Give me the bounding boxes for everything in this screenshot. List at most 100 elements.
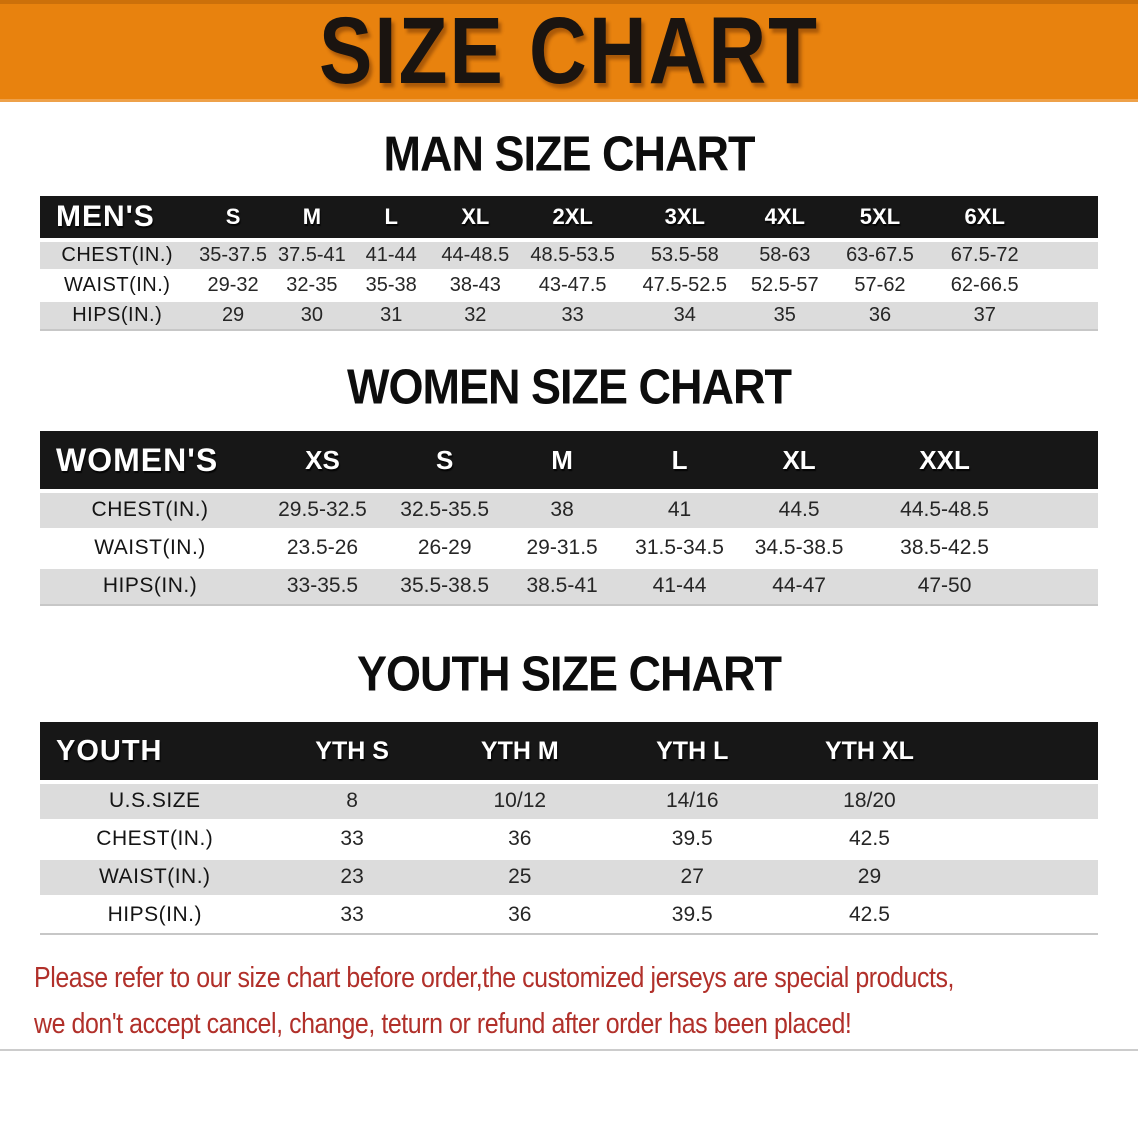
size-value: 37 [973,303,996,326]
women-size-table: WOMEN'S XS S M L XL XXL CHEST(IN.) 29.5-32.5 32… [40,431,1098,606]
size-value: 29 [221,303,245,326]
measurement-label: CHEST(IN.) [91,498,209,522]
disclaimer-line-2: we don't accept cancel, change, teturn o… [34,1008,852,1040]
size-value: 31 [380,303,403,326]
women-table-body: CHEST(IN.) 29.5-32.5 32.5-35.5 38 41 44.5 44.5… [40,491,1098,605]
youth-section-heading: YOUTH SIZE CHART [356,645,782,702]
measurement-label: CHEST(IN.) [96,827,214,850]
size-value: 44-48.5 [441,243,510,266]
size-value: 52.5-57 [750,273,819,296]
spacer-cell [1034,270,1098,300]
size-column-header: 6XL [935,196,1035,242]
women-category-label: WOMEN'S [40,431,261,493]
spacer-cell [959,782,1098,820]
size-value: 67.5-72 [950,243,1019,266]
disclaimer-line-1: Please refer to our size chart before or… [34,962,955,994]
measurement-row: HIPS(IN.) 33-35.5 35.5-38.5 38.5-41 41-44 44-… [40,567,1098,605]
spacer-cell [1030,491,1098,529]
spacer-cell [1034,240,1098,270]
measurement-label: HIPS(IN.) [107,903,202,927]
size-column-header: M [504,431,620,493]
size-value: 39.5 [671,827,713,850]
size-value: 42.5 [849,827,890,850]
size-column-header: S [194,196,272,242]
size-column-header: 4XL [744,196,825,242]
size-column-header: XL [430,196,521,242]
size-value: 41-44 [365,243,417,266]
spacer-cell [959,820,1098,858]
spacer-cell [1034,300,1098,330]
men-section: MAN SIZE CHART MEN'S S M L XL 2XL 3XL 4XL 5XL 6X… [0,125,1138,331]
size-value: 32.5-35.5 [400,498,490,522]
size-value: 38.5-42.5 [900,536,989,559]
size-value: 36 [868,303,892,326]
youth-header-row: YOUTH YTH S YTH M YTH L YTH XL [40,722,1098,784]
banner: SIZE CHART [0,0,1138,103]
size-value: 38-43 [449,273,501,296]
size-value: 47.5-52.5 [642,273,728,296]
women-section-heading: WOMEN SIZE CHART [347,358,792,415]
size-value: 39.5 [671,903,713,927]
size-value: 35.5-38.5 [400,574,490,598]
size-value: 31.5-34.5 [635,536,724,559]
disclaimer: Please refer to our size chart before or… [0,955,1138,1047]
measurement-label: WAIST(IN.) [99,865,211,888]
size-value: 32-35 [286,273,338,296]
size-value: 26-29 [417,536,472,559]
youth-category-label: YOUTH [40,722,270,784]
size-value: 41-44 [652,574,707,598]
spacer-cell [1030,567,1098,605]
size-value: 32 [464,303,487,326]
size-value: 27 [680,865,704,888]
measurement-label: HIPS(IN.) [102,574,198,598]
measurement-row: WAIST(IN.) 23 25 27 29 [40,858,1098,896]
measurement-row: CHEST(IN.) 29.5-32.5 32.5-35.5 38 41 44.5 44.5… [40,491,1098,529]
size-column-header: 2XL [520,196,626,242]
size-value: 53.5-58 [650,243,719,266]
size-value: 25 [508,865,532,888]
measurement-row: U.S.SIZE 8 10/12 14/16 18/20 [40,782,1098,820]
size-chart-content: MAN SIZE CHART MEN'S S M L XL 2XL 3XL 4XL 5XL 6X… [0,125,1138,1051]
size-value: 8 [346,789,358,813]
size-value: 37.5-41 [277,243,346,266]
size-value: 42.5 [849,903,890,927]
men-table-body: CHEST(IN.) 35-37.5 37.5-41 41-44 44-48.5 48.5… [40,240,1098,330]
size-value: 48.5-53.5 [530,243,615,266]
measurement-row: WAIST(IN.) 29-32 32-35 35-38 38-43 43-47.5 47.… [40,270,1098,300]
size-value: 23 [340,865,364,888]
size-value: 34.5-38.5 [754,536,844,559]
spacer-cell [1034,196,1098,242]
size-column-header: XXL [858,431,1031,493]
size-value: 10/12 [493,789,547,813]
size-value: 58-63 [759,243,811,266]
measurement-label: HIPS(IN.) [72,303,163,326]
youth-table-body: U.S.SIZE 8 10/12 14/16 18/20 CHEST(IN.) 33 36 39… [40,782,1098,934]
size-column-header: YTH M [434,722,605,784]
size-value: 63-67.5 [846,243,914,266]
size-column-header: M [271,196,353,242]
size-value: 44.5 [778,498,820,522]
size-column-header: L [352,196,431,242]
spacer-cell [959,896,1098,934]
size-value: 62-66.5 [950,273,1019,296]
size-value: 33 [561,303,584,326]
size-value: 14/16 [665,789,719,813]
measurement-row: HIPS(IN.) 33 36 39.5 42.5 [40,896,1098,934]
size-column-header: XS [260,431,385,493]
size-column-header: XL [739,431,859,493]
youth-section: YOUTH SIZE CHART YOUTH YTH S YTH M YTH L YT… [0,645,1138,935]
size-column-header: 5XL [824,196,935,242]
spacer-cell [1030,529,1098,567]
measurement-label: U.S.SIZE [109,789,201,813]
size-value: 29-32 [207,273,259,296]
size-column-header: 3XL [625,196,745,242]
size-value: 38.5-41 [526,574,598,598]
size-value: 35-37.5 [199,243,267,266]
size-value: 47-50 [917,574,972,598]
size-column-header: YTH XL [779,722,960,784]
size-value: 23.5-26 [286,536,359,559]
measurement-row: CHEST(IN.) 33 36 39.5 42.5 [40,820,1098,858]
measurement-label: CHEST(IN.) [61,243,174,266]
measurement-row: CHEST(IN.) 35-37.5 37.5-41 41-44 44-48.5 48.5… [40,240,1098,270]
size-value: 33 [340,903,364,927]
